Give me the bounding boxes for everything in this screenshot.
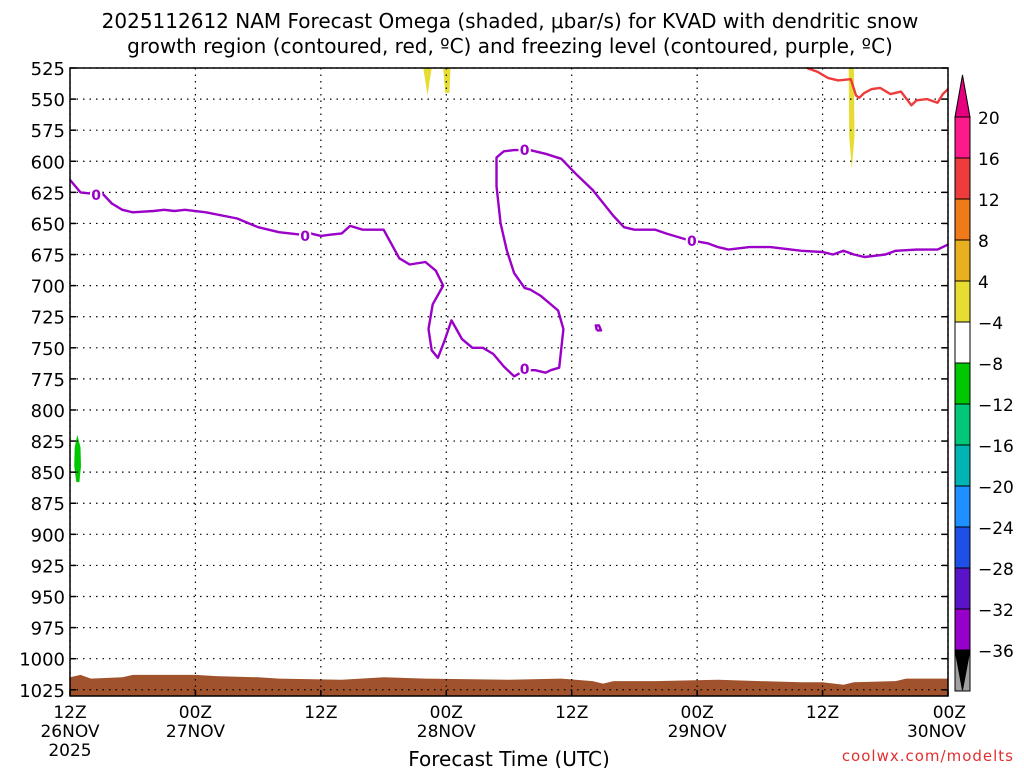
colorbar-swatch (954, 116, 971, 159)
colorbar-swatch (954, 198, 971, 241)
chart-title-line-2: growth region (contoured, red, ºC) and f… (127, 34, 893, 58)
y-tick-label: 525 (31, 59, 65, 80)
y-tick-label: 925 (31, 556, 65, 577)
grid-lines (69, 67, 949, 696)
x-tick-time: 12Z (555, 703, 588, 723)
y-tick-label: 550 (31, 90, 65, 111)
colorbar-label: 16 (978, 150, 1000, 170)
y-tick-label: 1025 (19, 681, 65, 702)
y-axis: 525 550 575 600 625 650 675 700 725 750 775 800 825 8… (19, 59, 948, 702)
y-tick-label: 625 (31, 183, 65, 204)
y-tick-label: 575 (31, 121, 65, 142)
chart-title-line-1: 2025112612 NAM Forecast Omega (shaded, μ… (102, 9, 919, 33)
y-tick-label: 1000 (19, 650, 65, 671)
colorbar-label: −12 (978, 396, 1014, 416)
omega-positive-region (848, 68, 855, 169)
y-tick-label: 700 (31, 277, 65, 298)
colorbar-legend: 20 16 12 8 4 −4 −8 −12 −16 −20 −24 −28 −32 −36 (954, 74, 1014, 692)
contour-label: 0 (687, 234, 697, 250)
colorbar-label: −16 (978, 437, 1014, 457)
colorbar-label: 12 (978, 191, 1000, 211)
omega-positive-region (443, 68, 451, 93)
contour-label: 0 (91, 188, 101, 204)
x-tick-time: 00Z (430, 703, 463, 723)
y-tick-label: 875 (31, 494, 65, 515)
credit-text[interactable]: coolwx.com/modelts (842, 747, 1014, 765)
y-tick-label: 950 (31, 588, 65, 609)
plot-frame (69, 67, 949, 697)
terrain-layer (70, 674, 948, 696)
colorbar-label: −32 (978, 601, 1014, 621)
colorbar-label: 20 (978, 109, 1000, 129)
contour-label: 0 (520, 143, 530, 159)
y-tick-label: 650 (31, 214, 65, 235)
y-tick-label: 975 (31, 619, 65, 640)
omega-filled-regions (74, 68, 855, 483)
colorbar-label: −24 (978, 519, 1014, 539)
colorbar-swatch (954, 608, 971, 651)
colorbar-label: 4 (978, 273, 989, 293)
contour-label: 0 (300, 229, 310, 245)
colorbar-label: 8 (978, 232, 989, 252)
freezing-level-line-0 (69, 148, 949, 378)
y-tick-label: 825 (31, 432, 65, 453)
colorbar-swatch (954, 321, 971, 364)
y-tick-label: 750 (31, 339, 65, 360)
x-tick-date: 30NOV (907, 722, 966, 742)
y-tick-label: 725 (31, 308, 65, 329)
x-tick-date: 29NOV (668, 722, 727, 742)
colorbar-label: −36 (978, 642, 1014, 662)
omega-positive-region (423, 68, 432, 96)
colorbar-label: −28 (978, 560, 1014, 580)
colorbar-swatch (954, 526, 971, 569)
x-axis-title: Forecast Time (UTC) (408, 747, 610, 768)
y-tick-label: 775 (31, 370, 65, 391)
colorbar-swatch (954, 280, 971, 323)
colorbar-swatch (954, 157, 971, 200)
contour-labels: 0 0 0 0 0 (89, 141, 699, 380)
x-tick-time: 00Z (933, 703, 966, 723)
y-tick-label: 600 (31, 152, 65, 173)
colorbar-top-arrow (954, 74, 971, 118)
x-tick-time: 12Z (304, 703, 337, 723)
y-tick-label: 800 (31, 401, 65, 422)
x-tick-year: 2025 (48, 741, 91, 761)
x-tick-date: 27NOV (166, 722, 225, 742)
colorbar-swatch (954, 403, 971, 446)
dgz-line-0 (806, 66, 949, 107)
x-tick-date: 28NOV (417, 722, 476, 742)
x-tick-time: 00Z (179, 703, 212, 723)
x-tick-time: 12Z (53, 703, 86, 723)
colorbar-label: −4 (978, 314, 1003, 334)
freezing-level-line-1 (594, 324, 603, 332)
colorbar-label: −8 (978, 355, 1003, 375)
colorbar-swatch (954, 362, 971, 405)
x-tick-date: 26NOV (40, 722, 99, 742)
contour-label: 0 (520, 362, 530, 378)
y-tick-label: 675 (31, 246, 65, 267)
omega-negative-region (74, 434, 81, 483)
y-tick-label: 900 (31, 525, 65, 546)
colorbar-label: −20 (978, 478, 1014, 498)
x-tick-time: 00Z (681, 703, 714, 723)
colorbar-bottom-arrow (954, 649, 971, 691)
x-tick-time: 12Z (806, 703, 839, 723)
terrain-fill (70, 674, 948, 696)
colorbar-swatch (954, 567, 971, 610)
colorbar-swatch (954, 485, 971, 528)
contour-lines (69, 66, 949, 378)
y-tick-label: 850 (31, 463, 65, 484)
colorbar-swatch (954, 239, 971, 282)
colorbar-swatch (954, 444, 971, 487)
